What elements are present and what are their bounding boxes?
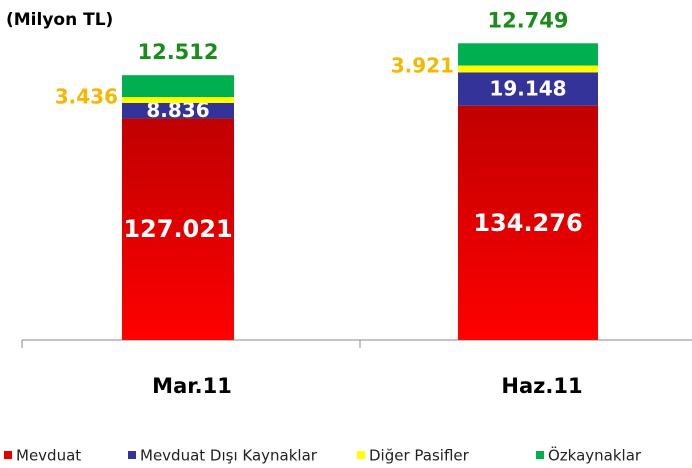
legend-swatch xyxy=(4,451,12,459)
subtitle: (Milyon TL) xyxy=(6,10,113,30)
data-label: 127.021 xyxy=(123,215,232,243)
data-label: 12.512 xyxy=(137,40,218,64)
data-label: 134.276 xyxy=(473,209,582,237)
data-label: 3.436 xyxy=(55,85,118,109)
data-label: 3.921 xyxy=(391,53,454,77)
data-label: 12.749 xyxy=(487,8,568,32)
bar-segment xyxy=(458,65,598,73)
x-tick-label: Mar.11 xyxy=(152,374,232,398)
legend-swatch xyxy=(128,451,136,459)
bar-segment xyxy=(122,103,234,119)
legend-swatch xyxy=(357,451,365,459)
bar-segment xyxy=(122,75,234,98)
legend-label: Diğer Pasifler xyxy=(369,447,470,465)
legend-swatch xyxy=(536,451,544,459)
bar-segment xyxy=(458,105,598,341)
bar-segment xyxy=(122,97,234,104)
bar-segment xyxy=(458,72,598,106)
legend-label: Mevduat Dışı Kaynaklar xyxy=(140,447,318,465)
x-tick-label: Haz.11 xyxy=(501,374,582,398)
legend-label: Mevduat xyxy=(16,447,81,465)
bar-segment xyxy=(122,118,234,341)
data-label: 19.148 xyxy=(489,77,566,101)
legend-label: Özkaynaklar xyxy=(548,446,642,465)
bar-segment xyxy=(458,43,598,66)
